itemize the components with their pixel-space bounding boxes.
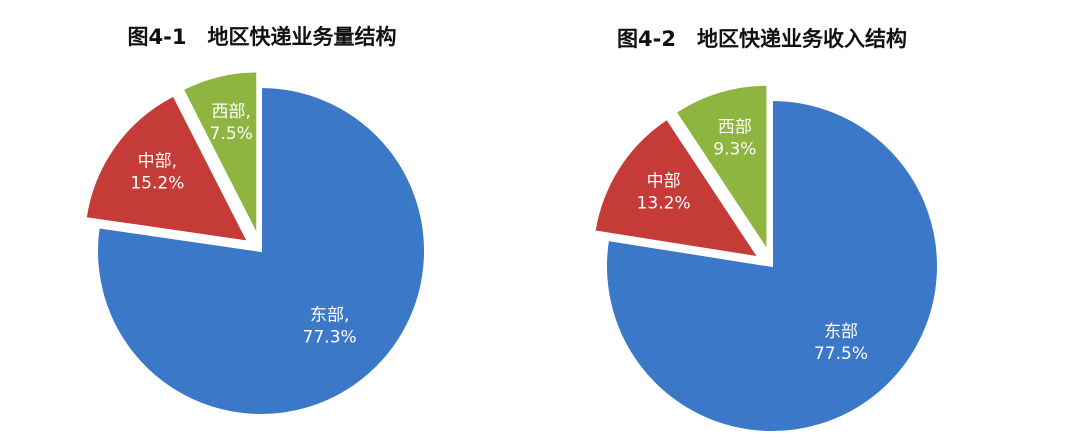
label-value: 9.3%	[713, 140, 756, 160]
data-label: 西部, 7.5%	[210, 102, 253, 144]
label-category: 西部	[718, 118, 752, 138]
data-label: 中部 13.2%	[637, 171, 691, 213]
label-value: 77.5%	[814, 344, 868, 364]
data-label: 东部 77.5%	[814, 322, 868, 364]
chart-title: 图4-2 地区快递业务收入结构	[617, 27, 907, 51]
label-value: 15.2%	[130, 174, 184, 194]
label-value: 77.3%	[303, 327, 357, 347]
label-category: 中部	[647, 171, 681, 191]
chart-title: 图4-1 地区快递业务量结构	[128, 25, 397, 49]
pie-slice	[96, 85, 426, 416]
data-label: 东部, 77.3%	[303, 305, 357, 347]
label-category: 东部	[824, 322, 858, 342]
pie-slice	[593, 117, 761, 259]
label-category: 东部,	[310, 305, 349, 325]
pie-slice	[181, 70, 259, 236]
pie-slice	[605, 98, 939, 433]
pie-slice	[84, 94, 250, 243]
label-value: 13.2%	[637, 193, 691, 213]
label-category: 中部,	[138, 152, 177, 172]
pie-slice	[674, 83, 769, 255]
label-value: 7.5%	[210, 124, 253, 144]
data-label: 西部 9.3%	[713, 118, 756, 160]
data-label: 中部, 15.2%	[130, 152, 184, 194]
label-category: 西部,	[212, 102, 251, 122]
